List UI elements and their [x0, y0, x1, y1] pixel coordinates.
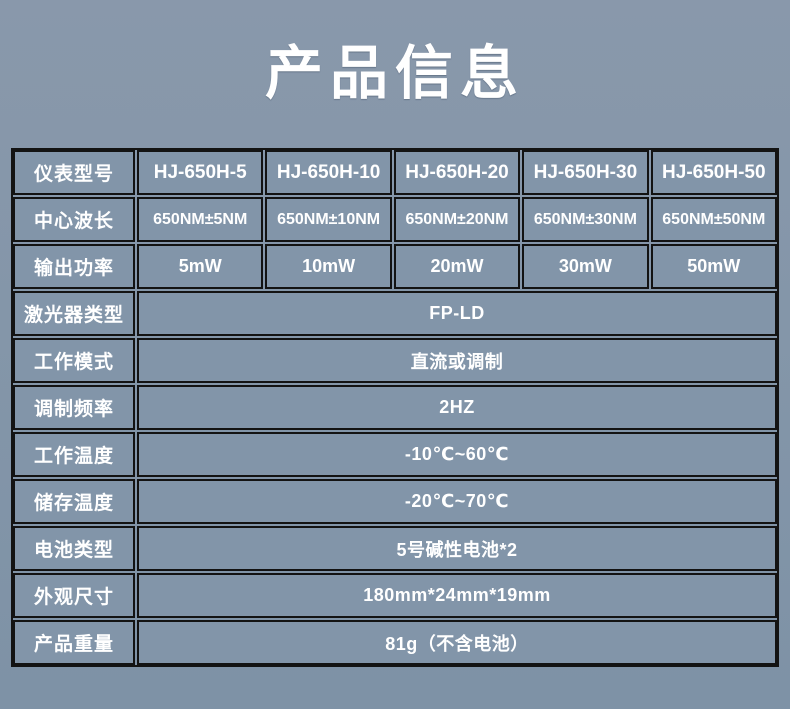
spec-label-weight: 产品重量 — [13, 620, 135, 665]
spec-value-model-2: HJ-650H-10 — [265, 150, 392, 195]
spec-value-wavelength-3: 650NM±20NM — [393, 197, 521, 242]
spec-value-model-1: HJ-650H-5 — [137, 150, 264, 195]
spec-label-model: 仪表型号 — [13, 150, 135, 195]
spec-value-model-4: HJ-650H-30 — [522, 150, 649, 195]
spec-value-wavelength-1: 650NM±5NM — [137, 197, 264, 242]
spec-value-power-4: 30mW — [522, 244, 649, 289]
spec-label-working-mode: 工作模式 — [13, 338, 135, 383]
title-bar: 产品信息 — [0, 0, 790, 148]
spec-value-mod-frequency: 2HZ — [137, 385, 777, 430]
spec-value-power-3: 20mW — [393, 244, 521, 289]
product-spec-table: 仪表型号 HJ-650H-5 HJ-650H-10 HJ-650H-20 HJ-… — [11, 148, 779, 667]
spec-value-working-mode: 直流或调制 — [137, 338, 777, 383]
spec-value-laser-type: FP-LD — [137, 291, 777, 336]
spec-value-working-temp: -10℃~60℃ — [137, 432, 777, 477]
spec-value-weight: 81g（不含电池） — [137, 620, 777, 665]
spec-label-power: 输出功率 — [13, 244, 135, 289]
spec-value-battery: 5号碱性电池*2 — [137, 526, 777, 571]
spec-label-laser-type: 激光器类型 — [13, 291, 135, 336]
page-title: 产品信息 — [264, 41, 525, 106]
spec-label-dimensions: 外观尺寸 — [13, 573, 135, 618]
spec-value-model-5: HJ-650H-50 — [650, 150, 777, 195]
spec-value-dimensions: 180mm*24mm*19mm — [137, 573, 777, 618]
spec-label-working-temp: 工作温度 — [13, 432, 135, 477]
spec-value-wavelength-4: 650NM±30NM — [522, 197, 649, 242]
spec-value-power-2: 10mW — [265, 244, 392, 289]
spec-value-model-3: HJ-650H-20 — [393, 150, 521, 195]
spec-value-power-5: 50mW — [650, 244, 777, 289]
spec-label-wavelength: 中心波长 — [13, 197, 135, 242]
spec-value-power-1: 5mW — [137, 244, 264, 289]
spec-value-storage-temp: -20℃~70℃ — [137, 479, 777, 524]
spec-value-wavelength-2: 650NM±10NM — [265, 197, 392, 242]
spec-value-wavelength-5: 650NM±50NM — [650, 197, 777, 242]
spec-label-battery: 电池类型 — [13, 526, 135, 571]
spec-label-mod-frequency: 调制频率 — [13, 385, 135, 430]
spec-label-storage-temp: 储存温度 — [13, 479, 135, 524]
